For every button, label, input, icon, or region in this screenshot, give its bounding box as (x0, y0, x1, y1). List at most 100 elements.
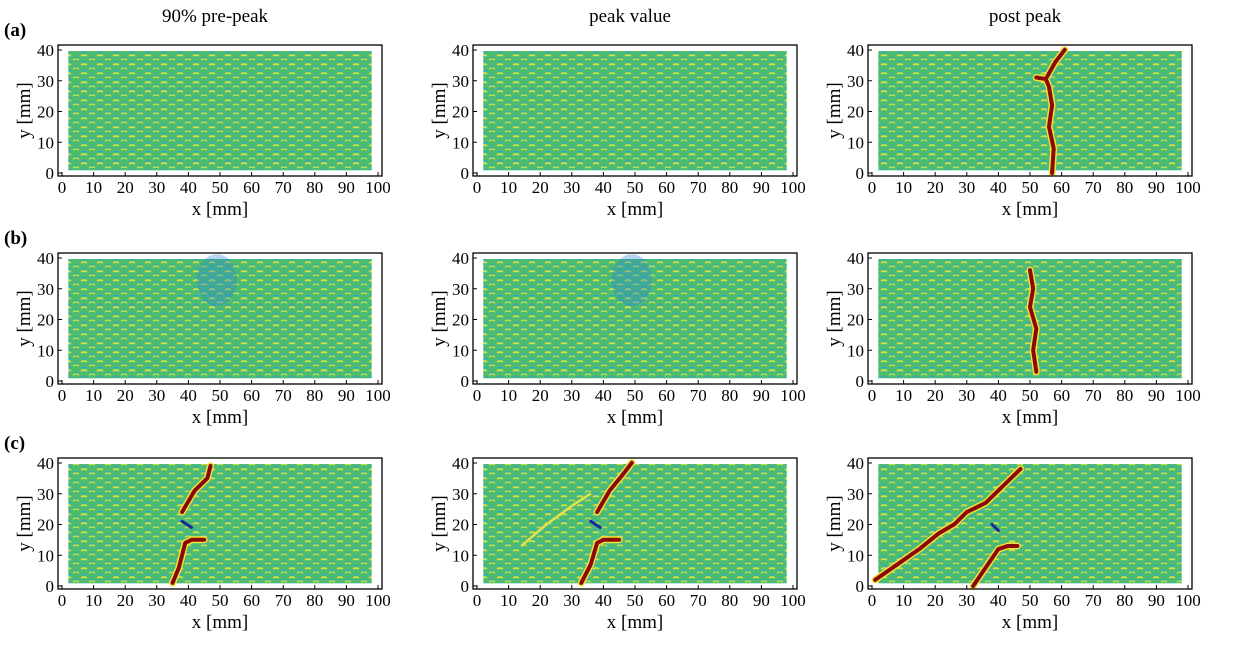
x-tick-label: 0 (868, 386, 877, 405)
strain-field (878, 464, 1182, 584)
y-tick-label: 30 (847, 485, 864, 504)
y-axis-label: y [mm] (429, 82, 450, 138)
strain-field (483, 464, 787, 584)
y-tick-label: 0 (856, 372, 865, 391)
y-axis-label: y [mm] (429, 290, 450, 346)
y-axis-label: y [mm] (429, 495, 450, 551)
column-title: peak value (589, 6, 671, 27)
y-axis-label: y [mm] (14, 495, 35, 551)
x-tick-label: 80 (721, 591, 738, 610)
crack-overlay (875, 469, 1020, 586)
x-tick-label: 100 (365, 178, 391, 197)
x-tick-label: 100 (1175, 178, 1201, 197)
x-tick-label: 40 (990, 178, 1007, 197)
y-tick-label: 30 (847, 280, 864, 299)
row-label: (b) (4, 228, 27, 249)
y-tick-label: 10 (452, 133, 469, 152)
x-tick-label: 40 (180, 386, 197, 405)
x-tick-label: 60 (658, 178, 675, 197)
strain-field (68, 259, 372, 379)
strain-field (68, 464, 372, 584)
y-tick-label: 0 (461, 164, 470, 183)
x-tick-label: 10 (500, 386, 517, 405)
x-axis-label: x [mm] (192, 199, 248, 220)
row-label: (a) (4, 20, 26, 41)
x-tick-label: 70 (275, 386, 292, 405)
x-tick-label: 10 (85, 386, 102, 405)
y-tick-label: 20 (452, 103, 469, 122)
x-tick-label: 80 (1116, 386, 1133, 405)
x-tick-label: 90 (338, 386, 355, 405)
y-tick-label: 10 (847, 341, 864, 360)
x-tick-label: 40 (180, 178, 197, 197)
x-tick-label: 70 (690, 386, 707, 405)
x-tick-label: 80 (1116, 591, 1133, 610)
x-axis-label: x [mm] (1002, 199, 1058, 220)
x-tick-label: 10 (895, 386, 912, 405)
x-tick-label: 50 (627, 386, 644, 405)
y-tick-label: 10 (452, 341, 469, 360)
column-title: post peak (989, 6, 1062, 27)
x-tick-label: 50 (1022, 178, 1039, 197)
x-tick-label: 40 (990, 591, 1007, 610)
x-tick-label: 30 (563, 591, 580, 610)
x-tick-label: 80 (306, 591, 323, 610)
x-tick-label: 90 (753, 386, 770, 405)
x-tick-label: 0 (868, 178, 877, 197)
y-tick-label: 20 (37, 516, 54, 535)
strain-cloud (611, 254, 652, 307)
y-tick-label: 30 (37, 280, 54, 299)
y-tick-label: 30 (37, 72, 54, 91)
y-axis-label: y [mm] (824, 82, 845, 138)
x-axis-label: x [mm] (192, 407, 248, 428)
y-tick-label: 40 (37, 454, 54, 473)
x-tick-label: 0 (473, 591, 482, 610)
x-tick-label: 30 (148, 591, 165, 610)
x-axis-label: x [mm] (192, 612, 248, 633)
x-tick-label: 60 (243, 386, 260, 405)
x-tick-label: 100 (780, 386, 806, 405)
y-tick-label: 40 (452, 454, 469, 473)
x-tick-label: 30 (563, 386, 580, 405)
y-tick-label: 30 (847, 72, 864, 91)
x-tick-label: 70 (690, 591, 707, 610)
x-tick-label: 60 (1053, 386, 1070, 405)
x-tick-label: 80 (1116, 178, 1133, 197)
x-tick-label: 70 (1085, 591, 1102, 610)
x-tick-label: 70 (275, 591, 292, 610)
x-axis-label: x [mm] (607, 612, 663, 633)
x-tick-label: 30 (148, 386, 165, 405)
crack-overlay (521, 463, 632, 583)
x-tick-label: 20 (117, 178, 134, 197)
y-tick-label: 10 (847, 133, 864, 152)
x-tick-label: 40 (595, 591, 612, 610)
x-tick-label: 100 (365, 591, 391, 610)
x-tick-label: 10 (500, 591, 517, 610)
y-tick-label: 30 (37, 485, 54, 504)
x-tick-label: 80 (721, 178, 738, 197)
crack-overlay (1030, 270, 1036, 372)
y-tick-label: 20 (452, 516, 469, 535)
x-tick-label: 0 (58, 591, 67, 610)
x-tick-label: 30 (958, 386, 975, 405)
y-tick-label: 40 (847, 249, 864, 268)
y-axis-label: y [mm] (14, 290, 35, 346)
y-tick-label: 30 (452, 280, 469, 299)
x-tick-label: 60 (658, 386, 675, 405)
x-axis-label: x [mm] (1002, 612, 1058, 633)
x-axis-label: x [mm] (1002, 407, 1058, 428)
x-tick-label: 20 (532, 178, 549, 197)
y-tick-label: 10 (37, 546, 54, 565)
x-tick-label: 70 (1085, 386, 1102, 405)
x-axis-label: x [mm] (607, 199, 663, 220)
x-tick-label: 0 (473, 386, 482, 405)
x-tick-label: 30 (958, 591, 975, 610)
x-tick-label: 80 (306, 386, 323, 405)
y-tick-label: 40 (37, 41, 54, 60)
x-tick-label: 10 (895, 591, 912, 610)
x-tick-label: 90 (1148, 386, 1165, 405)
x-tick-label: 50 (627, 591, 644, 610)
x-tick-label: 100 (780, 591, 806, 610)
x-tick-label: 10 (895, 178, 912, 197)
crack-overlay (173, 466, 211, 583)
